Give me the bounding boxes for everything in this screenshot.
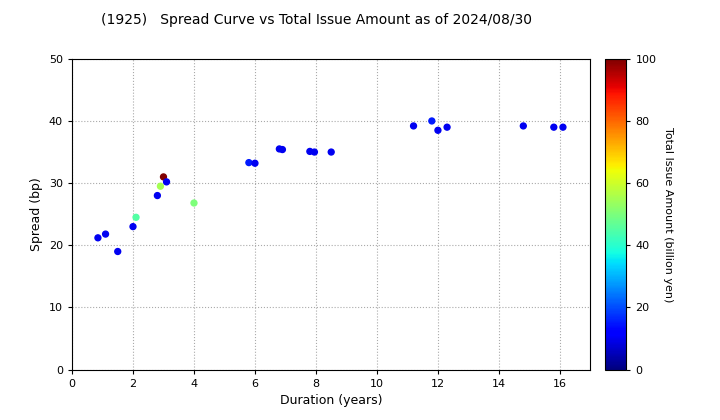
Point <box>127 223 139 230</box>
Y-axis label: Spread (bp): Spread (bp) <box>30 177 43 251</box>
Point <box>130 214 142 220</box>
Point <box>432 127 444 134</box>
Y-axis label: Total Issue Amount (billion yen): Total Issue Amount (billion yen) <box>663 126 673 302</box>
Point <box>548 124 559 131</box>
Point <box>304 148 315 155</box>
Text: (1925)   Spread Curve vs Total Issue Amount as of 2024/08/30: (1925) Spread Curve vs Total Issue Amoun… <box>102 13 532 26</box>
Point <box>112 248 124 255</box>
X-axis label: Duration (years): Duration (years) <box>280 394 382 407</box>
Point <box>92 234 104 241</box>
Point <box>309 149 320 155</box>
Point <box>188 200 199 206</box>
Point <box>100 231 112 237</box>
Point <box>152 192 163 199</box>
Point <box>249 160 261 167</box>
Point <box>161 178 172 185</box>
Point <box>441 124 453 131</box>
Point <box>408 123 419 129</box>
Point <box>243 159 255 166</box>
Point <box>274 146 285 152</box>
Point <box>155 183 166 189</box>
Point <box>276 146 288 153</box>
Point <box>518 123 529 129</box>
Point <box>325 149 337 155</box>
Point <box>557 124 569 131</box>
Point <box>158 173 169 180</box>
Point <box>426 118 438 124</box>
